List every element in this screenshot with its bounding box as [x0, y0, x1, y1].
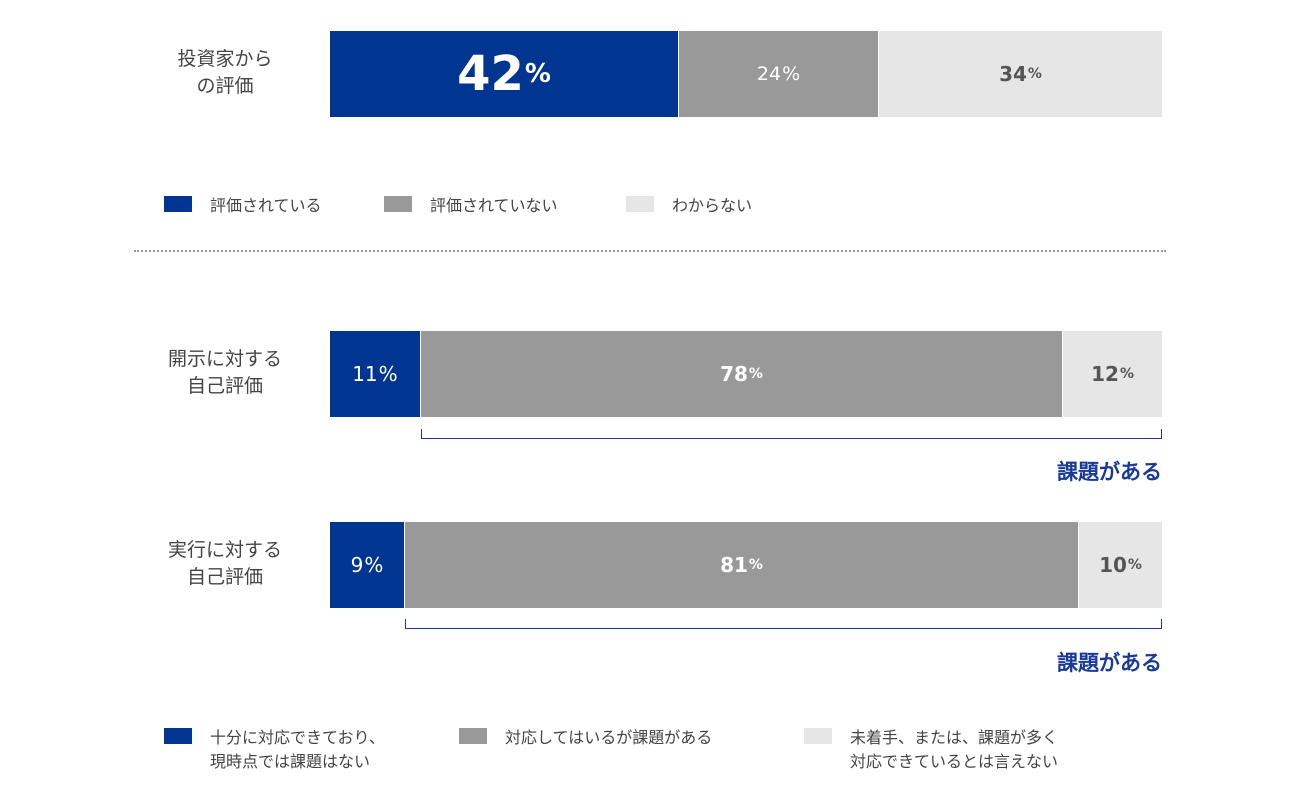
bar-segment-fully-addressed: 9%	[330, 522, 405, 608]
bracket-execution	[405, 619, 1162, 629]
row-label-investor: 投資家から の評価	[177, 48, 273, 97]
bar-disclosure: 11% 78% 12%	[330, 331, 1162, 417]
legend-label: 対応してはいるが課題がある	[505, 728, 713, 747]
legend-label: 十分に対応できており、 現時点では課題はない	[210, 728, 385, 771]
data-label-value: 10	[1099, 553, 1127, 577]
dotted-divider	[134, 250, 1166, 252]
bar-execution: 9% 81% 10%	[330, 522, 1162, 608]
data-label-unit: %	[1127, 557, 1142, 573]
data-label-value: 24	[756, 63, 782, 85]
bracket-disclosure	[421, 429, 1162, 439]
data-label-unit: %	[1119, 366, 1134, 382]
bar-segment-fully-addressed: 11%	[330, 331, 421, 417]
data-label-unit: %	[524, 59, 551, 89]
data-label-value: 42	[457, 46, 524, 102]
bar-segment-not-started: 10%	[1079, 522, 1162, 608]
bar-segment-not-evaluated: 24%	[679, 31, 879, 117]
legend-label: 評価されていない	[430, 196, 558, 215]
legend-swatch	[164, 196, 192, 212]
legend-swatch	[459, 728, 487, 744]
data-label-value: 11	[352, 362, 378, 386]
bracket-label-disclosure: 課題がある	[1057, 460, 1162, 484]
legend-label: 評価されている	[210, 196, 322, 215]
legend-swatch	[164, 728, 192, 744]
bar-segment-evaluated: 42%	[330, 31, 679, 117]
legend-bottom-fully-addressed: 十分に対応できており、 現時点では課題はない	[164, 726, 385, 774]
row-label-execution: 実行に対する 自己評価	[167, 539, 282, 588]
bar-segment-unknown: 34%	[879, 31, 1162, 117]
bar-segment-not-started: 12%	[1063, 331, 1162, 417]
data-label-value: 81	[720, 553, 748, 577]
row-label-disclosure: 開示に対する 自己評価	[167, 348, 282, 397]
data-label-unit: %	[364, 553, 384, 577]
data-label-unit: %	[378, 362, 398, 386]
bracket-label-execution: 課題がある	[1057, 651, 1162, 675]
legend-swatch	[626, 196, 654, 212]
legend-top-evaluated: 評価されている	[164, 194, 322, 218]
bar-segment-has-issues: 78%	[420, 331, 1064, 417]
data-label-unit: %	[1027, 66, 1042, 82]
legend-swatch	[384, 196, 412, 212]
data-label-unit: %	[782, 63, 801, 85]
data-label-value: 78	[720, 362, 748, 386]
bar-investor: 42% 24% 34%	[330, 31, 1162, 117]
data-label-value: 34	[999, 62, 1027, 86]
legend-top-unknown: わからない	[626, 194, 752, 218]
data-label-unit: %	[748, 366, 763, 382]
bar-segment-has-issues: 81%	[405, 522, 1079, 608]
legend-top-not-evaluated: 評価されていない	[384, 194, 558, 218]
data-label-unit: %	[748, 557, 763, 573]
legend-bottom-has-issues: 対応してはいるが課題がある	[459, 726, 712, 750]
data-label-value: 12	[1091, 362, 1119, 386]
legend-label: 未着手、または、課題が多く 対応できているとは言えない	[850, 728, 1059, 771]
legend-bottom-not-started: 未着手、または、課題が多く 対応できているとは言えない	[804, 726, 1058, 774]
legend-label: わからない	[672, 196, 753, 215]
data-label-value: 9	[350, 553, 364, 577]
legend-swatch	[804, 728, 832, 744]
